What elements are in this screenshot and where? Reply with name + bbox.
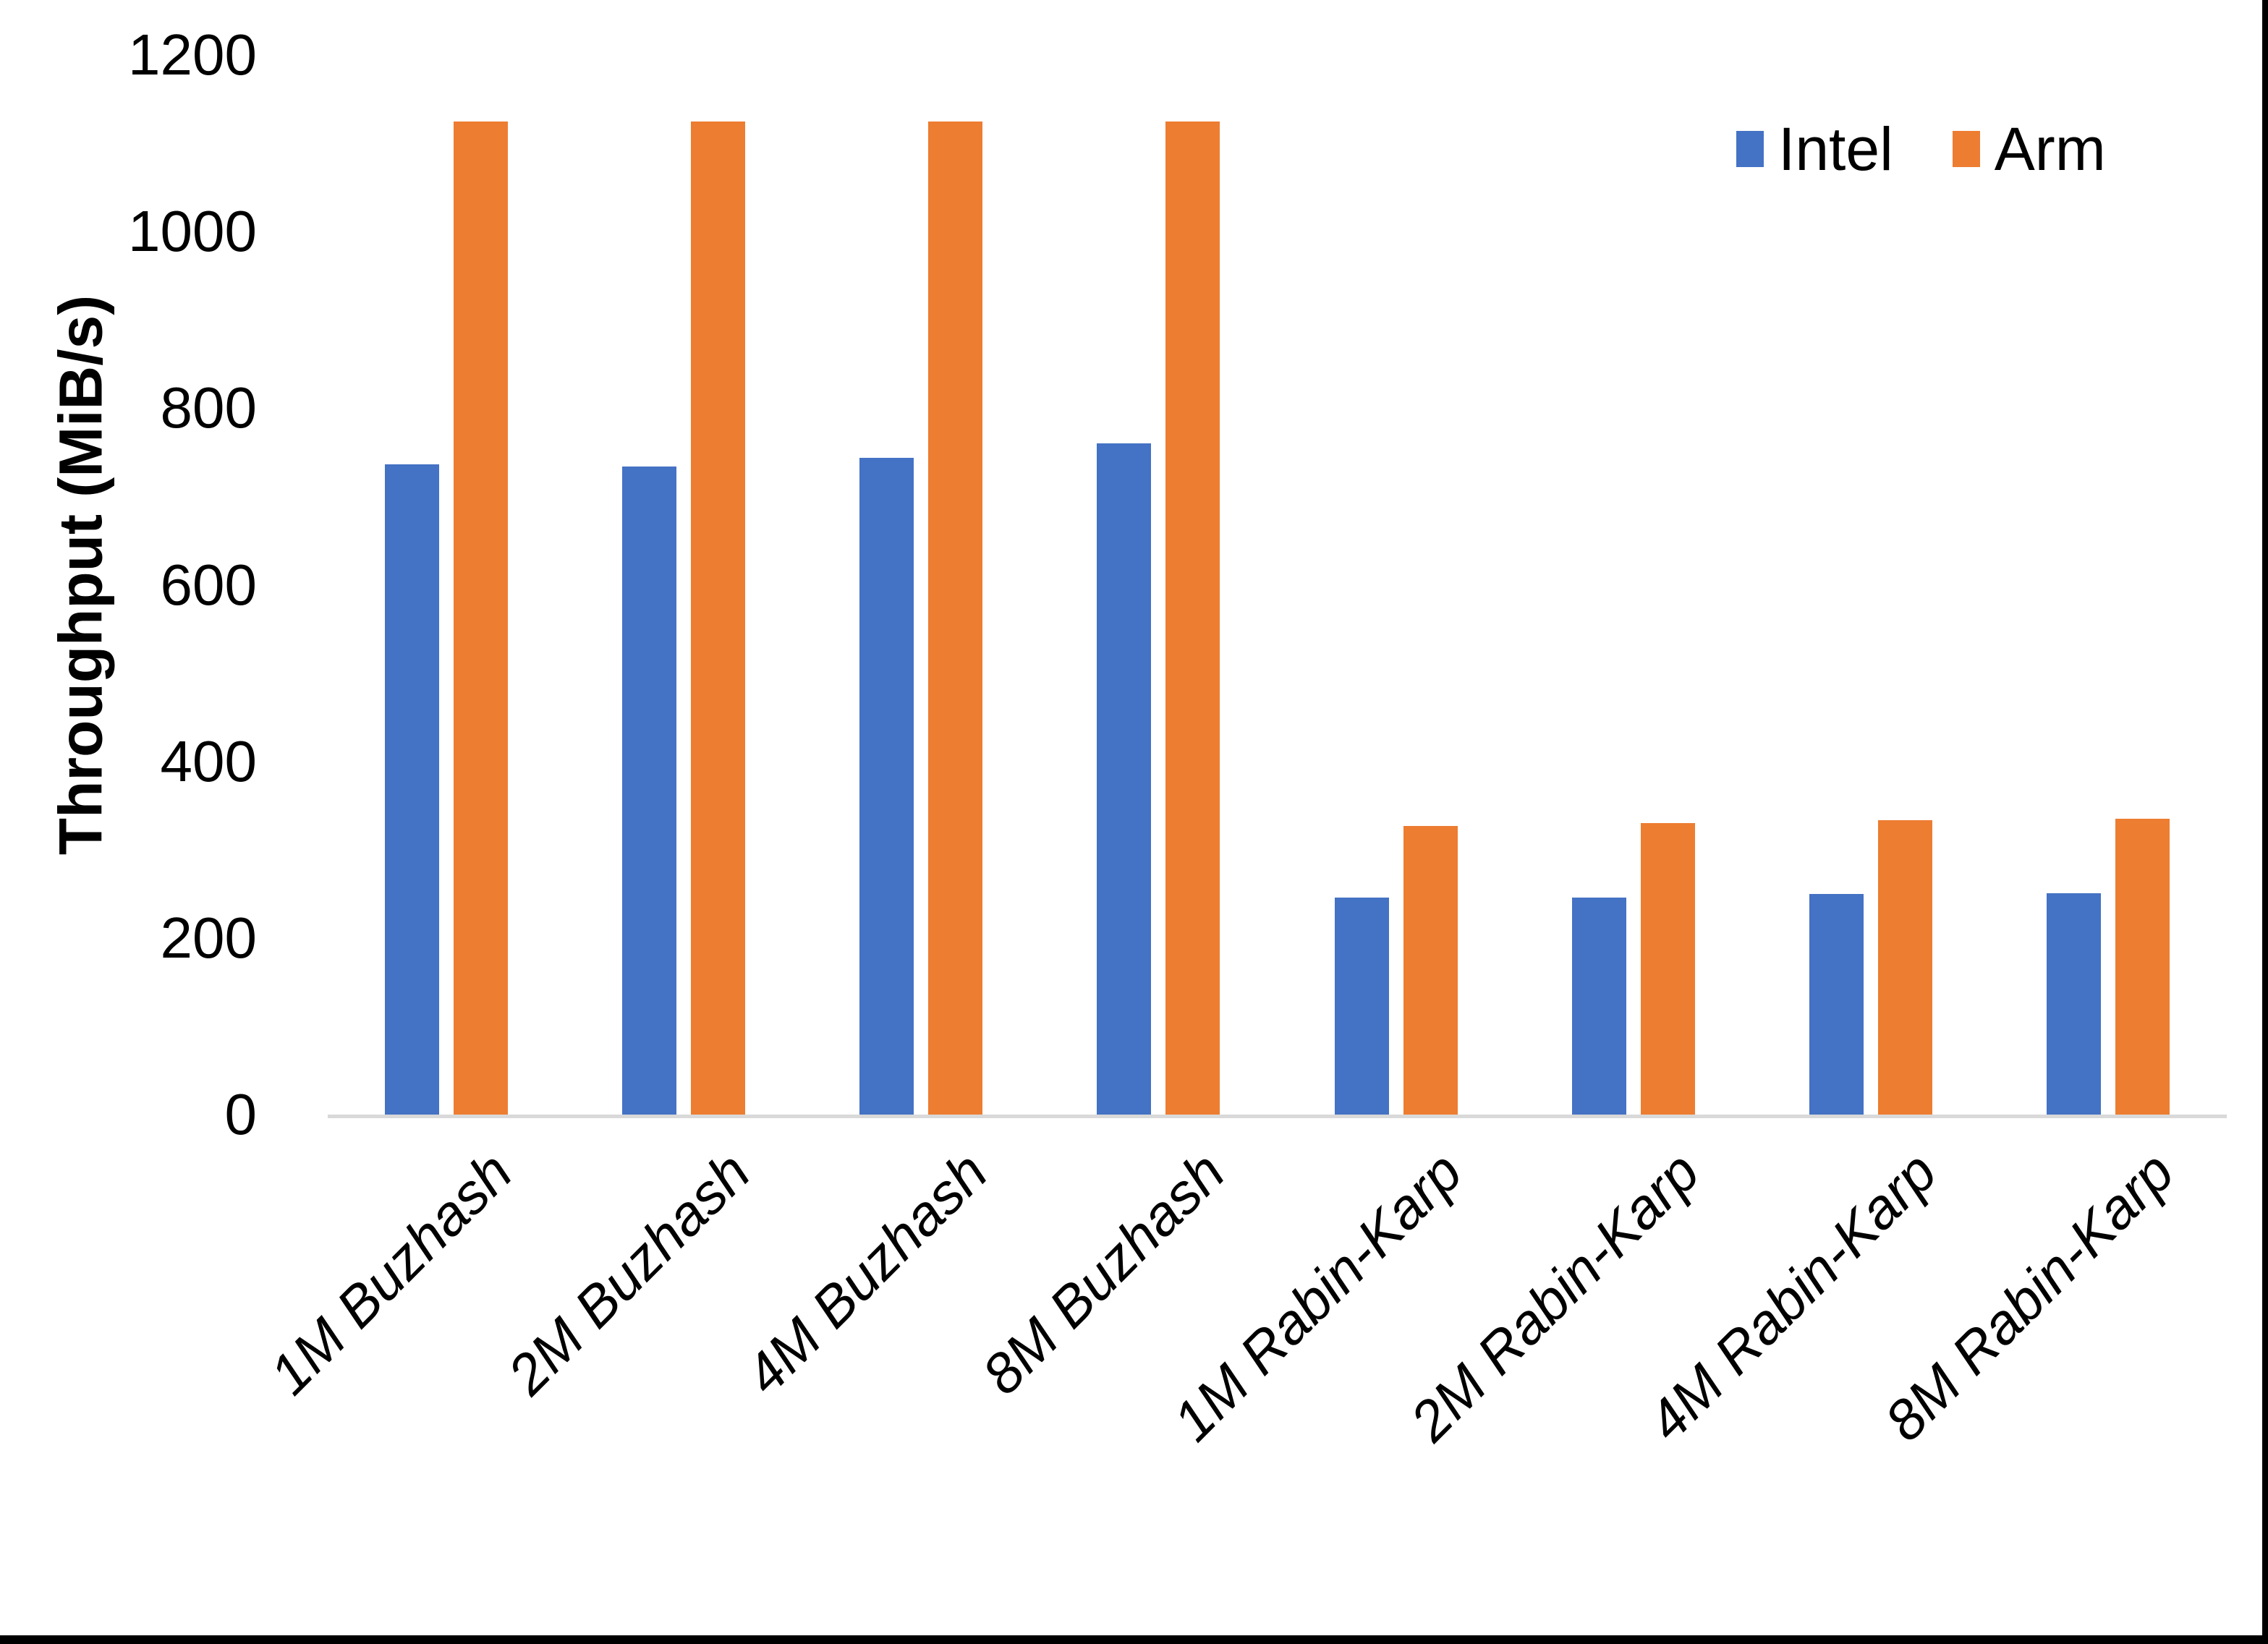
x-axis-label: 8M Buzhash [969, 1139, 1237, 1407]
y-tick-label: 800 [160, 375, 257, 440]
legend-item-arm: Arm [1952, 110, 2106, 188]
legend-label-intel: Intel [1778, 115, 1893, 183]
bar-group [565, 55, 802, 1115]
chart-legend: Intel Arm [1736, 110, 2106, 188]
legend-label-arm: Arm [1994, 115, 2106, 183]
arm-series-swatch-icon [1952, 131, 1980, 167]
arm-bar [691, 121, 746, 1115]
y-tick-label: 0 [224, 1082, 258, 1146]
bar-group [802, 55, 1040, 1115]
bar-group [1278, 55, 1515, 1115]
y-tick-label: 1200 [128, 22, 257, 87]
intel-bar [1097, 443, 1152, 1115]
bar-group [328, 55, 565, 1115]
arm-bar [1877, 820, 1932, 1115]
intel-bar [1809, 893, 1864, 1115]
y-tick-label: 200 [160, 905, 257, 970]
bar-group [1515, 55, 1752, 1115]
arm-bar [1165, 121, 1220, 1115]
arm-bar [928, 121, 983, 1115]
slide-right-border [2262, 0, 2268, 1644]
arm-bar [454, 121, 509, 1115]
intel-bar [622, 466, 677, 1115]
x-axis-label: 2M Buzhash [495, 1139, 763, 1407]
intel-bar [2046, 893, 2101, 1115]
arm-bar [2115, 819, 2170, 1115]
intel-series-swatch-icon [1736, 131, 1764, 167]
x-axis-label: 4M Buzhash [732, 1139, 1000, 1407]
intel-bar [385, 464, 440, 1115]
x-axis-line [328, 1115, 2227, 1118]
y-tick-label: 400 [160, 728, 257, 793]
bar-group [1989, 55, 2227, 1115]
arm-bar [1403, 825, 1458, 1115]
bar-group [1752, 55, 1989, 1115]
arm-bar [1640, 823, 1695, 1115]
y-tick-label: 1000 [128, 199, 257, 264]
y-tick-label: 600 [160, 552, 257, 617]
x-axis-label: 1M Buzhash [258, 1139, 524, 1407]
slide-bottom-border [0, 1635, 2268, 1644]
legend-item-intel: Intel [1736, 110, 1893, 188]
intel-bar [1334, 897, 1389, 1115]
intel-bar [859, 457, 914, 1115]
intel-bar [1571, 897, 1626, 1115]
bar-group [1040, 55, 1277, 1115]
plot-area [328, 55, 2227, 1115]
